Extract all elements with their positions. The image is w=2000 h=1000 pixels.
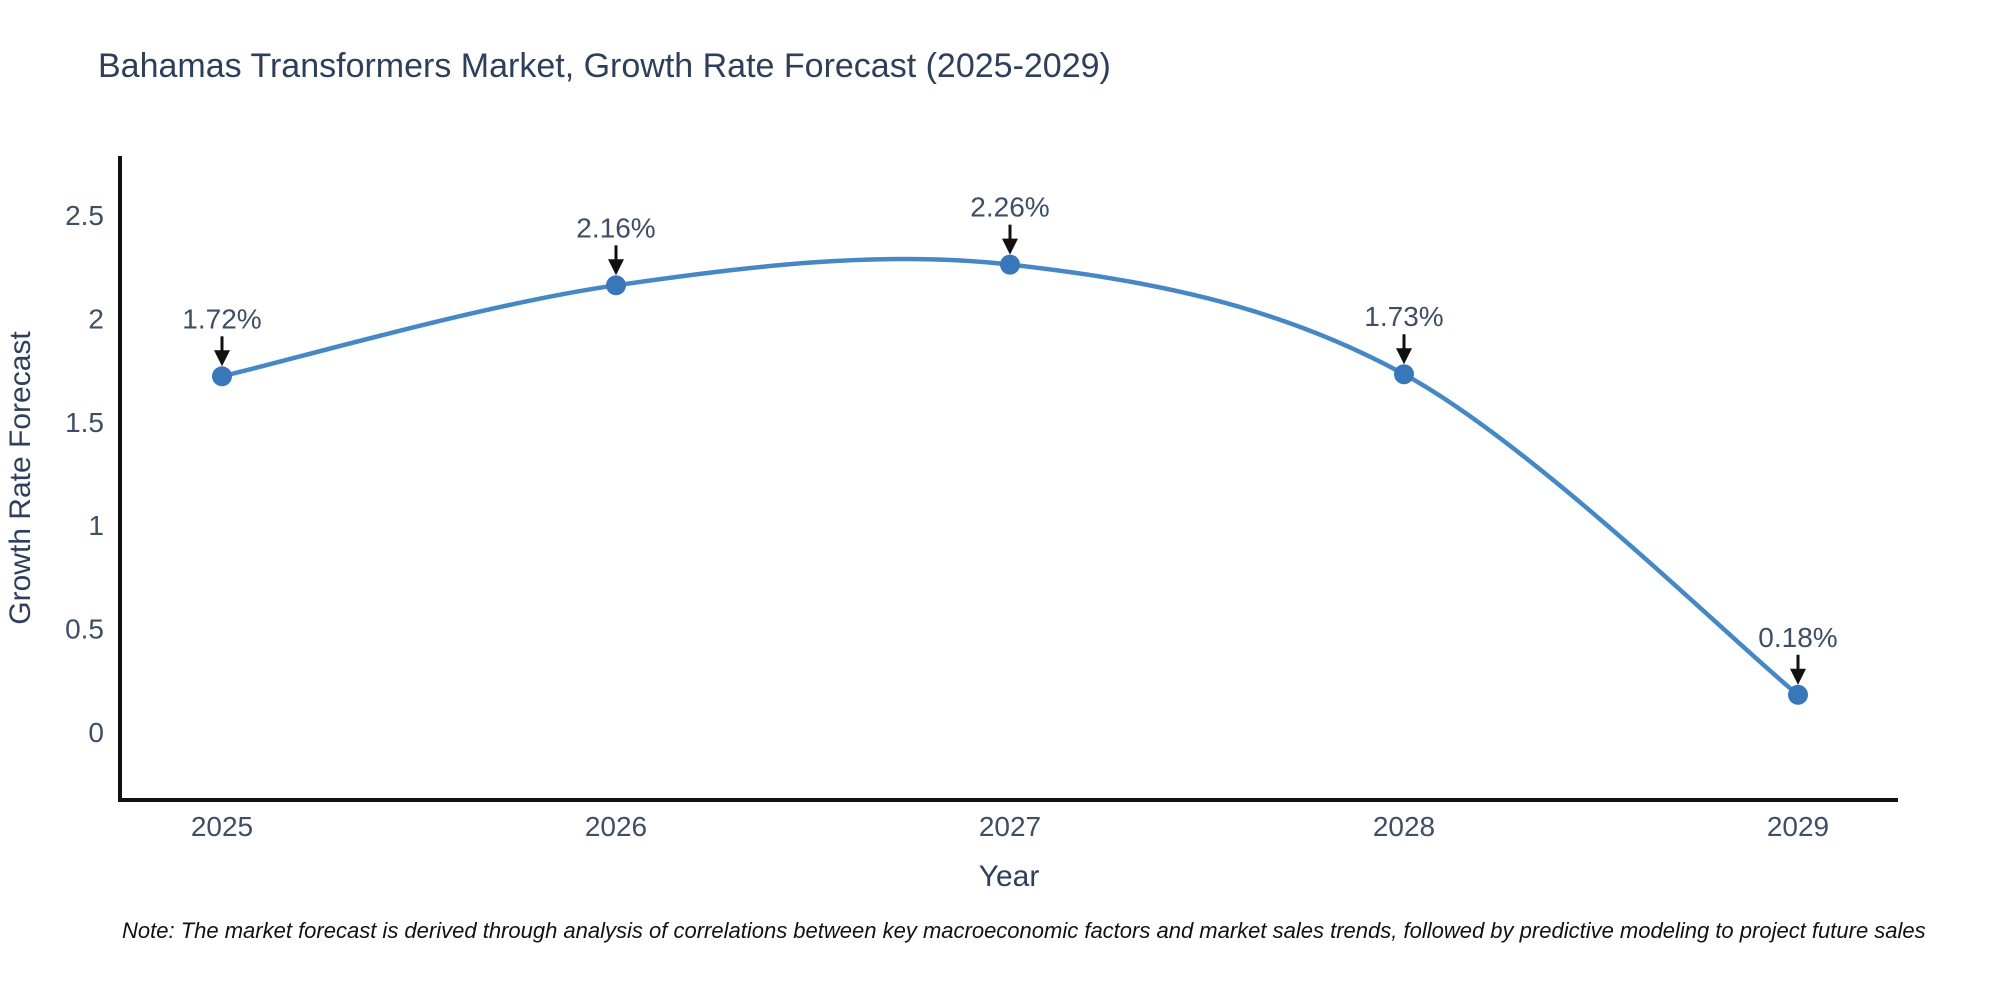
y-tick-label: 2.5: [65, 200, 104, 231]
point-annotation-label: 2.26%: [970, 192, 1049, 223]
x-tick-label: 2025: [191, 811, 253, 842]
y-tick-label: 0: [88, 717, 104, 748]
x-axis-title: Year: [979, 860, 1040, 893]
point-annotation-label: 2.16%: [576, 212, 655, 243]
point-annotation-label: 0.18%: [1758, 622, 1837, 653]
x-tick-label: 2026: [585, 811, 647, 842]
data-point-2028: [1394, 364, 1414, 385]
y-tick-label: 1: [88, 510, 104, 541]
point-annotation-label: 1.72%: [182, 303, 261, 334]
data-point-2029: [1788, 684, 1808, 705]
x-tick-label: 2028: [1373, 811, 1435, 842]
chart-note: Note: The market forecast is derived thr…: [122, 918, 1926, 943]
annotation-arrowhead-icon: [1396, 348, 1412, 365]
point-annotation-label: 1.73%: [1364, 301, 1443, 332]
annotation-arrowhead-icon: [1790, 668, 1806, 685]
x-tick-label: 2027: [979, 811, 1041, 842]
y-tick-label: 0.5: [65, 614, 104, 645]
y-axis-title: Growth Rate Forecast: [4, 331, 37, 625]
annotation-arrowhead-icon: [608, 259, 624, 276]
annotation-arrowhead-icon: [214, 350, 230, 367]
x-tick-label: 2029: [1767, 811, 1829, 842]
y-tick-label: 2: [88, 303, 104, 334]
y-tick-label: 1.5: [65, 407, 104, 438]
forecast-line-series: [221, 256, 1800, 697]
data-point-2026: [606, 275, 626, 296]
annotation-arrowhead-icon: [1002, 238, 1018, 255]
data-point-2025: [212, 366, 232, 387]
data-point-2027: [1000, 254, 1020, 275]
chart-title: Bahamas Transformers Market, Growth Rate…: [98, 47, 1111, 85]
